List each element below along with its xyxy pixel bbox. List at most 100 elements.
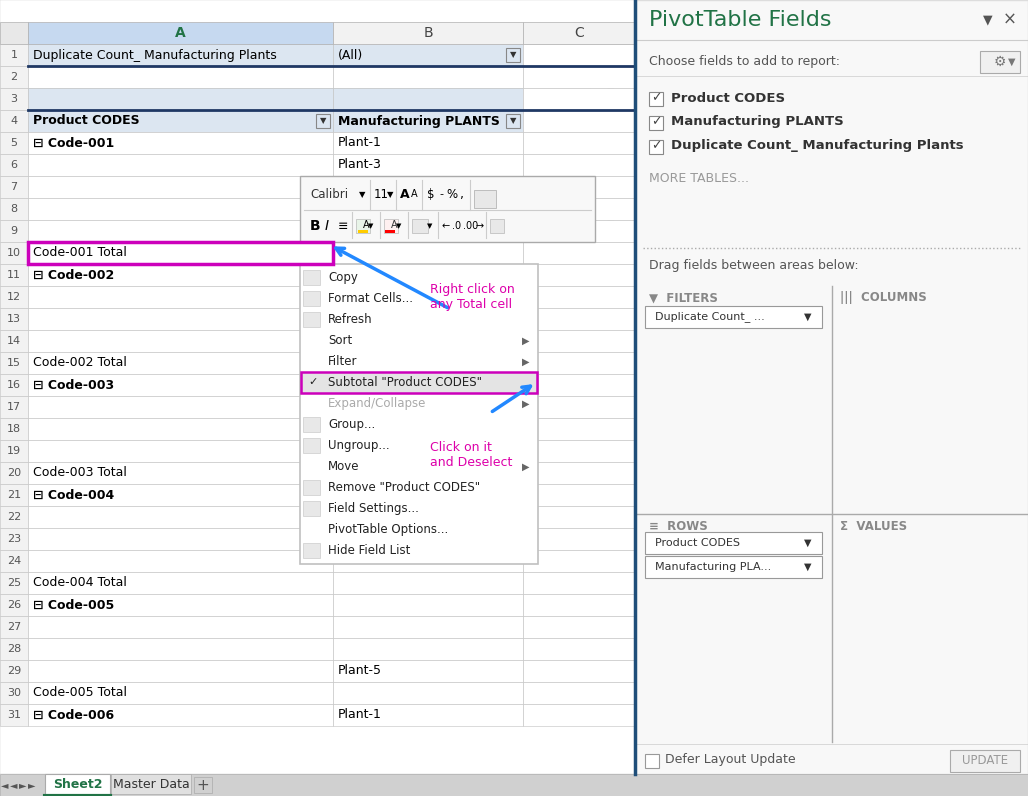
Bar — [28, 440, 333, 462]
Bar — [645, 754, 659, 768]
Bar — [333, 506, 523, 528]
Bar — [333, 682, 523, 704]
Bar — [0, 462, 28, 484]
Bar — [523, 264, 635, 286]
Bar — [45, 774, 110, 796]
Text: ✓: ✓ — [651, 92, 661, 104]
Bar — [523, 396, 635, 418]
Bar — [523, 22, 635, 44]
Text: 7: 7 — [10, 182, 17, 192]
Bar — [28, 374, 333, 396]
Bar — [645, 556, 821, 578]
Text: 23: 23 — [7, 534, 21, 544]
Bar — [333, 572, 523, 594]
Bar — [301, 372, 537, 393]
Text: Code-002 Total: Code-002 Total — [33, 357, 126, 369]
Text: Group...: Group... — [328, 418, 375, 431]
Bar — [523, 44, 635, 66]
Bar — [333, 44, 523, 66]
Bar — [0, 110, 28, 132]
Bar — [523, 242, 635, 264]
Text: 3: 3 — [10, 94, 17, 104]
Text: B: B — [424, 26, 433, 40]
Text: ▼: ▼ — [387, 190, 394, 199]
Text: 5: 5 — [10, 138, 17, 148]
Text: ,: , — [460, 188, 464, 201]
Bar — [523, 220, 635, 242]
Bar — [523, 462, 635, 484]
Bar — [28, 286, 333, 308]
Bar — [28, 396, 333, 418]
Text: ⊟ Code-002: ⊟ Code-002 — [33, 268, 114, 282]
Text: |||  COLUMNS: ||| COLUMNS — [840, 291, 926, 305]
Text: ▼: ▼ — [320, 116, 326, 126]
Text: UPDATE: UPDATE — [962, 754, 1008, 767]
Bar — [28, 66, 333, 88]
Bar — [28, 220, 333, 242]
Bar — [0, 660, 28, 682]
Bar — [523, 154, 635, 176]
Bar — [28, 110, 333, 132]
Bar — [523, 440, 635, 462]
Text: Drop: Drop — [526, 190, 632, 228]
Bar — [333, 22, 523, 44]
Bar — [523, 682, 635, 704]
Bar — [0, 22, 28, 44]
Bar — [28, 638, 333, 660]
Text: ⊟ Code-004: ⊟ Code-004 — [33, 489, 114, 501]
Text: 1: 1 — [10, 50, 17, 60]
Bar — [333, 88, 523, 110]
Text: ▼: ▼ — [368, 223, 374, 229]
Bar — [645, 306, 821, 328]
Bar — [0, 154, 28, 176]
Text: 16: 16 — [7, 380, 21, 390]
Text: ▼: ▼ — [510, 116, 516, 126]
Text: ►: ► — [20, 780, 27, 790]
Bar — [0, 176, 28, 198]
Text: Calibri: Calibri — [310, 188, 348, 201]
Text: ✓: ✓ — [651, 115, 661, 128]
Text: Refresh: Refresh — [328, 313, 372, 326]
Text: Duplicate Count_ ...: Duplicate Count_ ... — [655, 311, 765, 322]
Bar — [0, 638, 28, 660]
Bar — [523, 308, 635, 330]
Text: ►: ► — [28, 780, 36, 790]
Bar — [0, 682, 28, 704]
Bar — [649, 116, 663, 130]
Text: ◄: ◄ — [10, 780, 17, 790]
Bar — [0, 528, 28, 550]
Bar — [523, 506, 635, 528]
Bar — [523, 66, 635, 88]
Text: ⊟ Code-003: ⊟ Code-003 — [33, 379, 114, 392]
Bar — [0, 242, 28, 264]
Text: Defer Layout Update: Defer Layout Update — [665, 754, 796, 767]
Bar — [0, 774, 1028, 796]
Bar — [28, 352, 333, 374]
Bar — [523, 286, 635, 308]
Bar — [506, 114, 520, 128]
Bar — [333, 550, 523, 572]
Bar — [0, 88, 28, 110]
Bar — [0, 704, 28, 726]
Text: 26: 26 — [7, 600, 21, 610]
Text: ✓: ✓ — [308, 377, 318, 388]
Text: ▼  FILTERS: ▼ FILTERS — [649, 291, 718, 305]
Text: PivotTable Fields: PivotTable Fields — [649, 10, 832, 30]
Text: Duplicate Count_ Manufacturing Plants: Duplicate Count_ Manufacturing Plants — [33, 49, 277, 61]
Text: Remove "Product CODES": Remove "Product CODES" — [328, 481, 480, 494]
Bar — [490, 219, 504, 233]
Text: 10: 10 — [7, 248, 21, 258]
Bar — [333, 352, 523, 374]
Bar — [333, 594, 523, 616]
Bar — [523, 110, 635, 132]
Text: ⊟ Code-001: ⊟ Code-001 — [33, 136, 114, 150]
Bar — [523, 594, 635, 616]
Bar — [333, 176, 523, 198]
Text: A: A — [400, 188, 409, 201]
Text: Sort: Sort — [328, 334, 353, 347]
Bar — [0, 594, 28, 616]
Text: ⊟ Code-005: ⊟ Code-005 — [33, 599, 114, 611]
Text: Copy: Copy — [328, 271, 358, 284]
Bar — [474, 189, 495, 208]
Bar — [0, 506, 28, 528]
